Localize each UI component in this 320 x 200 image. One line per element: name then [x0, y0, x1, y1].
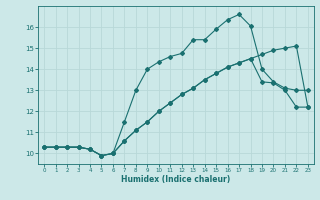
X-axis label: Humidex (Indice chaleur): Humidex (Indice chaleur) — [121, 175, 231, 184]
